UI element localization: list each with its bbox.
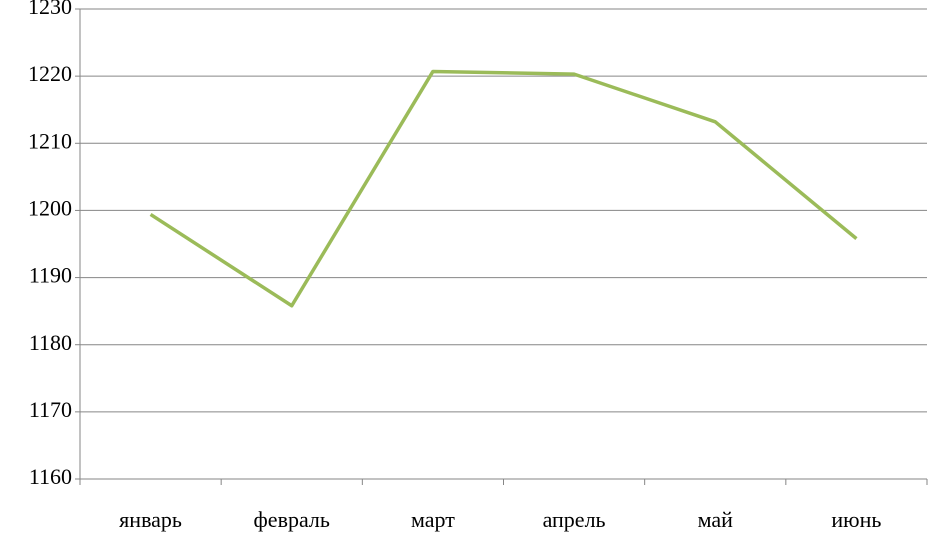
y-tick-label: 1180 (29, 330, 72, 355)
y-tick-label: 1220 (28, 61, 72, 86)
x-tick-label: январь (119, 507, 182, 532)
data-line (149, 69, 858, 308)
y-tick-label: 1170 (29, 397, 72, 422)
x-tick-label: март (411, 507, 455, 532)
y-tick-label: 1230 (28, 0, 72, 19)
x-tick-label: июнь (831, 507, 881, 532)
y-tick-label: 1210 (28, 128, 72, 153)
y-tick-label: 1200 (28, 195, 72, 220)
x-tick-label: май (698, 507, 734, 532)
x-tick-label: апрель (543, 507, 606, 532)
x-tick-label: февраль (254, 507, 330, 532)
y-tick-label: 1190 (29, 263, 72, 288)
y-tick-label: 1160 (29, 464, 72, 489)
